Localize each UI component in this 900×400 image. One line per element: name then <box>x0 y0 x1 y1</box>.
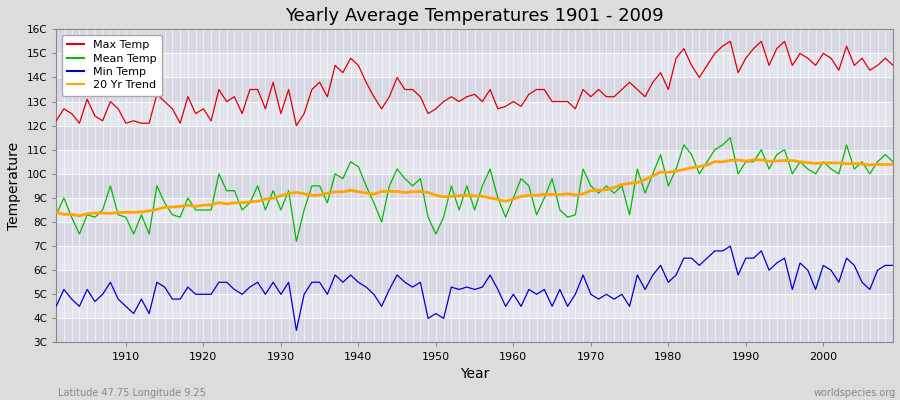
Bar <box>56 270 893 294</box>
Bar <box>56 294 893 318</box>
X-axis label: Year: Year <box>460 367 490 381</box>
Bar <box>56 174 893 198</box>
Bar <box>56 78 893 102</box>
Bar <box>56 318 893 342</box>
Bar <box>56 198 893 222</box>
Bar <box>56 126 893 150</box>
Text: Latitude 47.75 Longitude 9.25: Latitude 47.75 Longitude 9.25 <box>58 388 206 398</box>
Title: Yearly Average Temperatures 1901 - 2009: Yearly Average Temperatures 1901 - 2009 <box>285 7 664 25</box>
Bar <box>56 222 893 246</box>
Bar <box>56 246 893 270</box>
Y-axis label: Temperature: Temperature <box>7 142 21 230</box>
Bar <box>56 53 893 78</box>
Legend: Max Temp, Mean Temp, Min Temp, 20 Yr Trend: Max Temp, Mean Temp, Min Temp, 20 Yr Tre… <box>62 35 162 96</box>
Text: worldspecies.org: worldspecies.org <box>814 388 896 398</box>
Bar <box>56 29 893 53</box>
Bar <box>56 150 893 174</box>
Bar <box>56 102 893 126</box>
